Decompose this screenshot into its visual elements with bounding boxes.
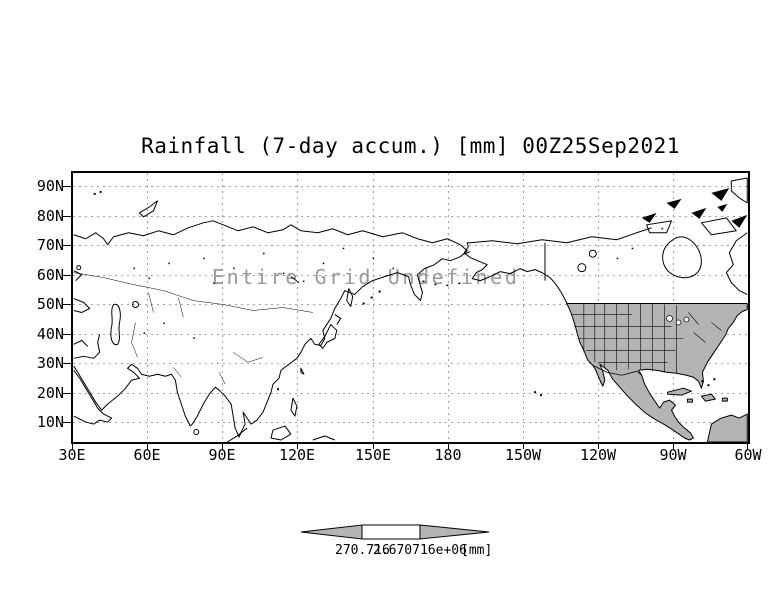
- lon-axis-label-30e: 30E: [58, 446, 86, 464]
- gridline-lon-120e: [297, 173, 298, 441]
- plot-title: Rainfall (7-day accum.) [mm] 00Z25Sep202…: [141, 134, 680, 158]
- lon-axis-label-60e: 60E: [133, 446, 161, 464]
- lon-tick: [448, 443, 449, 449]
- lat-axis-label-10n: 10N: [36, 413, 64, 431]
- lat-tick: [63, 393, 71, 394]
- lat-tick: [63, 275, 71, 276]
- lon-tick: [222, 443, 223, 449]
- colorbar-left-arrow: [300, 524, 363, 540]
- gridline-lat-30n: [73, 363, 747, 364]
- gridline-lon-150w: [523, 173, 524, 441]
- lon-axis-label-180: 180: [434, 446, 462, 464]
- gridline-lon-90w: [673, 173, 674, 441]
- colorbar: [300, 524, 490, 540]
- lon-axis-label-150e: 150E: [354, 446, 392, 464]
- lat-tick: [63, 363, 71, 364]
- lat-axis-label-30n: 30N: [36, 354, 64, 372]
- lon-axis-label-120e: 120E: [278, 446, 316, 464]
- lat-axis-label-60n: 60N: [36, 266, 64, 284]
- lat-tick: [63, 216, 71, 217]
- lat-tick: [63, 334, 71, 335]
- lat-axis-label-20n: 20N: [36, 384, 64, 402]
- gridline-lat-20n: [73, 393, 747, 394]
- gridline-lon-60e: [147, 173, 148, 441]
- colorbar-left-label: 270.716: [335, 543, 390, 558]
- colorbar-unit-label: [mm]: [461, 543, 493, 558]
- lon-axis-label-90w: 90W: [659, 446, 687, 464]
- lon-tick: [297, 443, 298, 449]
- lon-tick: [147, 443, 148, 449]
- gridline-lat-10n: [73, 422, 747, 423]
- lon-tick: [598, 443, 599, 449]
- undefined-grid-message: Entire Grid Undefined: [212, 265, 520, 289]
- colorbar-right-arrow: [419, 524, 490, 540]
- lat-tick: [63, 186, 71, 187]
- lat-tick: [63, 245, 71, 246]
- lat-axis-label-90n: 90N: [36, 177, 64, 195]
- gridline-lat-70n: [73, 245, 747, 246]
- lon-axis-label-150w: 150W: [504, 446, 542, 464]
- lat-axis-label-40n: 40N: [36, 325, 64, 343]
- gridline-lat-80n: [73, 216, 747, 217]
- gridline-lon-180: [448, 173, 449, 441]
- lon-axis-label-120w: 120W: [579, 446, 617, 464]
- lon-axis-label-60w: 60W: [734, 446, 762, 464]
- lon-tick: [747, 443, 748, 449]
- colorbar-right-label: 2.670716e+06: [373, 543, 467, 558]
- colorbar-interval: [361, 524, 421, 540]
- lat-tick: [63, 422, 71, 423]
- lon-tick: [373, 443, 374, 449]
- lat-tick: [63, 304, 71, 305]
- gridline-lat-50n: [73, 304, 747, 305]
- gridline-lat-40n: [73, 334, 747, 335]
- map-frame: [71, 171, 750, 444]
- lat-axis-label-50n: 50N: [36, 295, 64, 313]
- lat-axis-label-70n: 70N: [36, 236, 64, 254]
- lon-axis-label-90e: 90E: [208, 446, 236, 464]
- lon-tick: [523, 443, 524, 449]
- lat-axis-label-80n: 80N: [36, 207, 64, 225]
- gridline-lon-90e: [222, 173, 223, 441]
- gridline-lon-120w: [598, 173, 599, 441]
- lon-tick: [72, 443, 73, 449]
- gridline-lat-90n: [73, 186, 747, 187]
- gridline-lon-150e: [373, 173, 374, 441]
- lon-tick: [673, 443, 674, 449]
